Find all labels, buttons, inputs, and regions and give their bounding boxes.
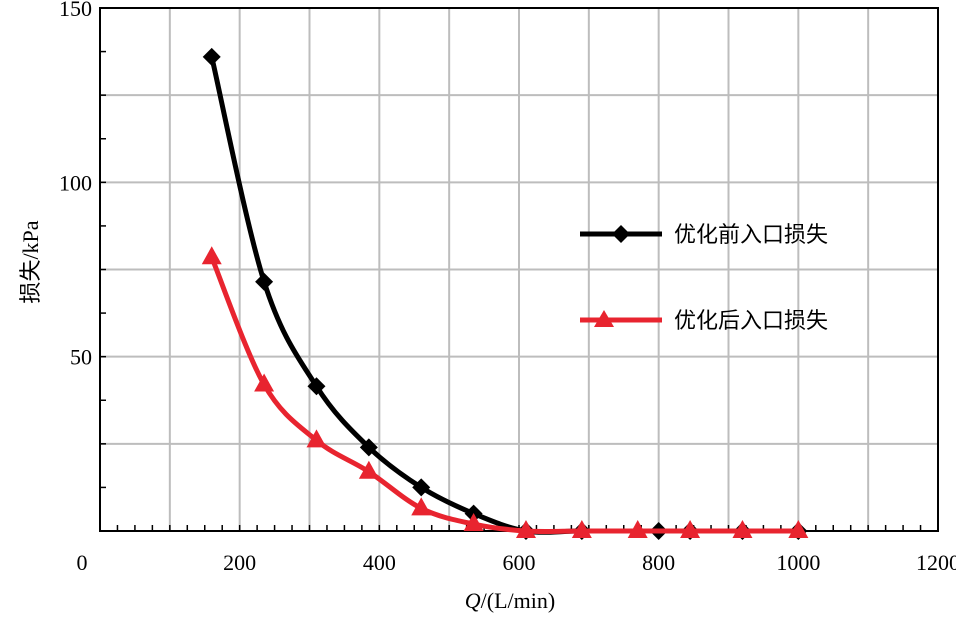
series-layer [201, 47, 809, 540]
data-point-triangle [411, 497, 432, 516]
data-point-triangle [358, 460, 379, 479]
series-after [201, 246, 809, 538]
data-point-triangle [788, 520, 809, 538]
data-point-triangle [571, 520, 592, 538]
x-tick-label: 800 [642, 550, 675, 575]
legend-marker-triangle [594, 310, 614, 327]
legend-marker-diamond [612, 225, 630, 243]
y-tick-labels: 50 100 150 [59, 0, 92, 370]
data-point-triangle [732, 520, 753, 538]
data-point-triangle [201, 246, 222, 265]
x-axis-title-unit: /(L/min) [481, 588, 556, 613]
legend-item-before: 优化前入口损失 [580, 223, 828, 248]
x-axis-title-variable: Q [465, 588, 481, 613]
data-point-triangle [515, 520, 536, 538]
x-tick-labels: 0 200 400 600 800 1000 1200 [77, 550, 956, 575]
legend: 优化前入口损失 优化后入口损失 [580, 223, 828, 334]
x-tick-label: 1000 [776, 550, 820, 575]
data-point-diamond [359, 438, 378, 457]
x-tick-label: 400 [363, 550, 396, 575]
data-point-diamond [255, 272, 274, 291]
data-point-triangle [306, 429, 327, 448]
x-tick-label: 600 [503, 550, 536, 575]
y-tick-label: 100 [59, 170, 92, 195]
x-tick-label: 0 [77, 550, 88, 575]
x-tick-label: 1200 [916, 550, 956, 575]
legend-label-after: 优化后入口损失 [674, 309, 828, 334]
x-axis-title: Q/(L/min) [465, 588, 555, 613]
x-tick-label: 200 [223, 550, 256, 575]
y-axis-title: 损失/kPa [18, 220, 43, 303]
data-point-triangle [254, 373, 275, 392]
grid [100, 8, 938, 531]
data-point-triangle [680, 520, 701, 538]
data-point-triangle [463, 513, 484, 532]
y-tick-label: 50 [70, 345, 92, 370]
data-point-diamond [307, 377, 326, 396]
legend-label-before: 优化前入口损失 [674, 223, 828, 248]
data-point-diamond [202, 47, 221, 66]
data-point-diamond [412, 478, 431, 497]
data-point-triangle [627, 520, 648, 538]
y-tick-label: 150 [59, 0, 92, 21]
legend-item-after: 优化后入口损失 [580, 309, 828, 334]
